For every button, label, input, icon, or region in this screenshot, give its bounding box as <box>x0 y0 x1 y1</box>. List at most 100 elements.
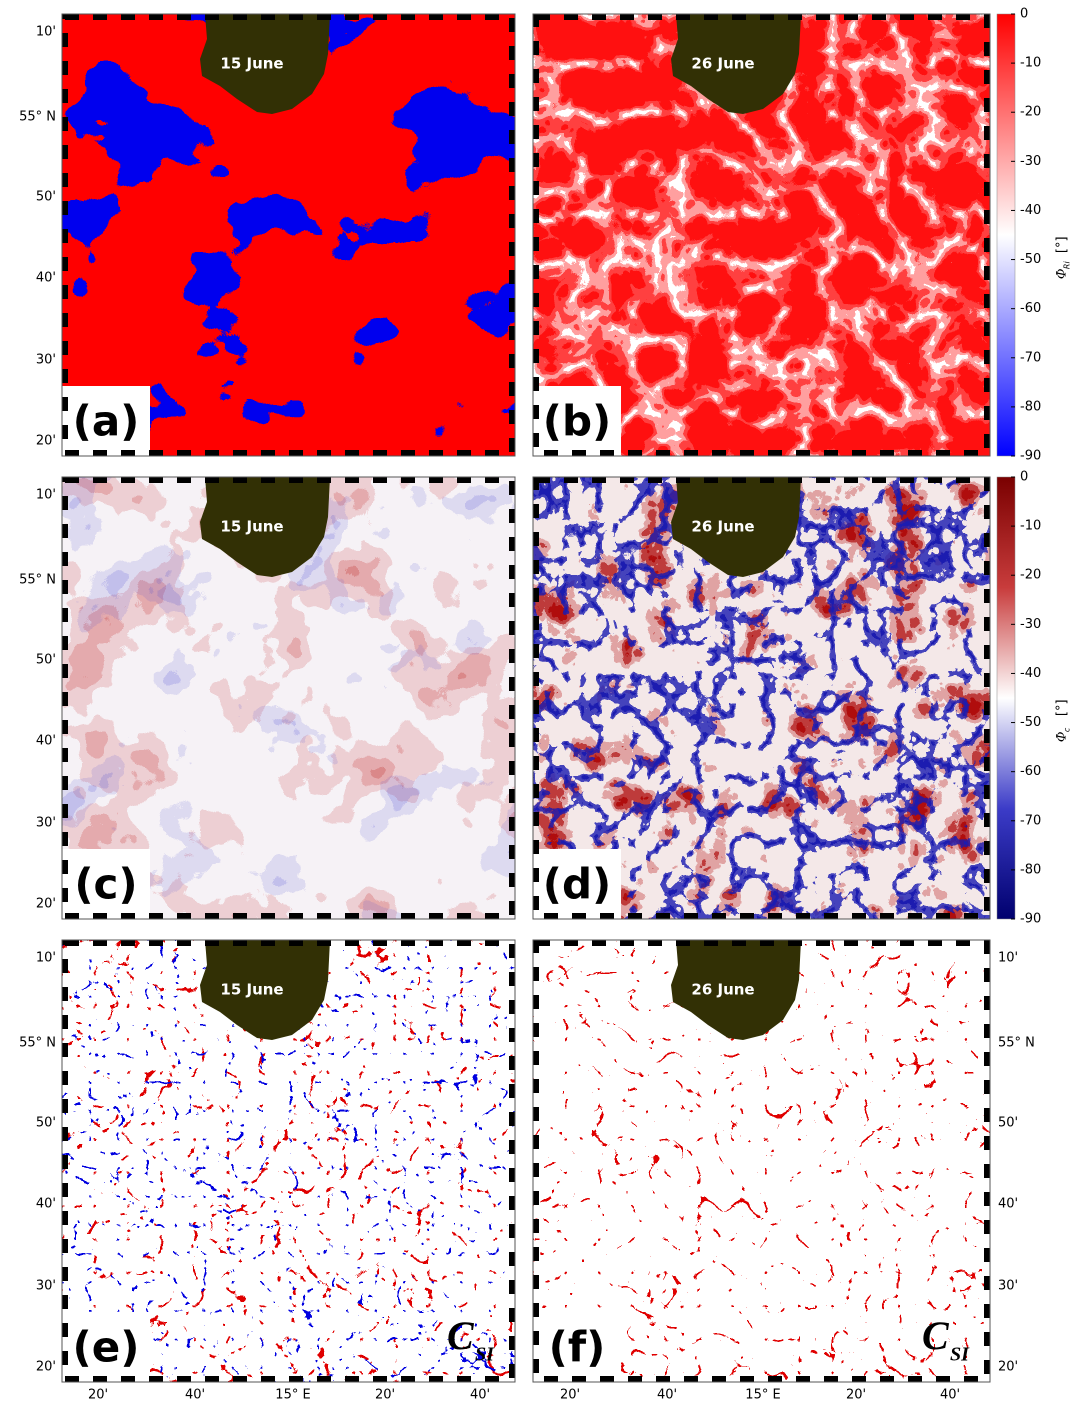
lat-label: 55° N <box>998 1036 1035 1051</box>
colorbar-tick-label: 0 <box>1020 470 1028 485</box>
lat-label: 10' <box>36 951 56 966</box>
frame-outline <box>532 939 991 1383</box>
colorbar-tick-label: -30 <box>1020 617 1041 632</box>
lat-label: 10' <box>998 951 1018 966</box>
annotation-subscript: SI <box>950 1344 970 1366</box>
date-label: 26 June <box>691 518 754 536</box>
lat-label: 10' <box>36 25 56 40</box>
lat-label: 55° N <box>19 1036 56 1051</box>
lon-label: 40' <box>940 1388 960 1403</box>
lat-label: 50' <box>36 190 56 205</box>
colorbar-tick-label: -60 <box>1020 764 1041 779</box>
land <box>671 14 801 114</box>
annotation-subscript: SI <box>475 1344 495 1366</box>
lat-label: 20' <box>36 897 56 912</box>
date-label: 26 June <box>691 981 754 999</box>
frame-outline <box>61 13 516 457</box>
panel-label: (c) <box>74 860 137 909</box>
lon-label: 15° E <box>275 1388 310 1403</box>
colorbar-tick-label: -30 <box>1020 154 1041 169</box>
colorbar <box>996 476 1016 920</box>
lat-label: 30' <box>36 816 56 831</box>
frame <box>62 14 515 456</box>
lat-label: 40' <box>36 271 56 286</box>
colorbar-tick-label: -50 <box>1020 252 1041 267</box>
colorbar-tick-label: -90 <box>1020 449 1041 464</box>
lat-label: 30' <box>36 1279 56 1294</box>
colorbar-symbol: Φ <box>1055 731 1070 742</box>
lon-label: 20' <box>88 1388 108 1403</box>
lat-label: 50' <box>36 653 56 668</box>
colorbar-tick-label: -80 <box>1020 399 1041 414</box>
colorbar <box>996 13 1016 457</box>
annotation: C <box>447 1313 475 1358</box>
map-panel: 26 June (b) <box>532 13 991 457</box>
label-box <box>62 1312 150 1382</box>
panel-label: (e) <box>73 1323 140 1372</box>
map-panel: 15 June (c) <box>61 476 516 920</box>
label-box <box>533 386 621 456</box>
lat-label: 40' <box>998 1197 1018 1212</box>
frame-outline <box>532 476 991 920</box>
colorbar-tick-label: -60 <box>1020 301 1041 316</box>
lat-label: 20' <box>998 1360 1018 1375</box>
colorbar-unit: [°] <box>1055 236 1070 253</box>
lat-label: 55° N <box>19 110 56 125</box>
land <box>671 940 801 1040</box>
colorbar-tick-label: 0 <box>1020 7 1028 22</box>
lon-label: 40' <box>470 1388 490 1403</box>
colorbar-tick-label: -20 <box>1020 568 1041 583</box>
annotation: C <box>922 1313 950 1358</box>
lat-label: 20' <box>36 1360 56 1375</box>
map-panel: 26 June (d) <box>532 476 991 920</box>
colorbar-tick-label: -50 <box>1020 715 1041 730</box>
colorbar-tick-label: -10 <box>1020 519 1041 534</box>
lat-label: 20' <box>36 434 56 449</box>
colorbar-subscript: c <box>1063 727 1072 732</box>
land <box>200 940 330 1040</box>
label-box <box>62 849 150 919</box>
lat-label: 40' <box>36 734 56 749</box>
lon-label: 20' <box>375 1388 395 1403</box>
date-label: 15 June <box>220 981 283 999</box>
frame <box>62 477 515 919</box>
lat-label: 55° N <box>19 573 56 588</box>
colorbar-tick-label: -70 <box>1020 813 1041 828</box>
date-label: 15 June <box>220 518 283 536</box>
frame <box>533 940 990 1382</box>
frame <box>533 14 990 456</box>
label-box <box>62 386 150 456</box>
panel-label: (b) <box>543 397 611 446</box>
frame-outline <box>61 939 516 1383</box>
lon-label: 40' <box>657 1388 677 1403</box>
lat-label: 40' <box>36 1197 56 1212</box>
frame-outline <box>61 476 516 920</box>
colorbar-subscript: Ri <box>1063 261 1072 270</box>
frame <box>62 940 515 1382</box>
colorbar-symbol: Φ <box>1055 268 1070 279</box>
panel-label: (a) <box>73 397 140 446</box>
colorbar-tick-label: -70 <box>1020 350 1041 365</box>
date-label: 15 June <box>220 55 283 73</box>
colorbar-tick-label: -20 <box>1020 105 1041 120</box>
lat-label: 50' <box>998 1116 1018 1131</box>
panel-label: (d) <box>543 860 611 909</box>
frame-outline <box>532 13 991 457</box>
colorbar-tick-label: -80 <box>1020 862 1041 877</box>
colorbar-tick-label: -90 <box>1020 912 1041 927</box>
date-label: 26 June <box>691 55 754 73</box>
map-panel: 15 June (a) <box>61 13 516 457</box>
lat-label: 10' <box>36 488 56 503</box>
lon-label: 20' <box>846 1388 866 1403</box>
map-panel: 26 June (f) C SI <box>532 939 991 1383</box>
colorbar-title: ΦRi [°] <box>1055 236 1072 279</box>
lat-label: 30' <box>36 353 56 368</box>
colorbar-unit: [°] <box>1055 699 1070 716</box>
frame <box>533 477 990 919</box>
colorbar-tick-label: -40 <box>1020 203 1041 218</box>
land <box>200 14 330 114</box>
lat-label: 30' <box>998 1279 1018 1294</box>
lon-label: 15° E <box>745 1388 780 1403</box>
map-panel: 15 June (e) C SI <box>61 939 516 1383</box>
